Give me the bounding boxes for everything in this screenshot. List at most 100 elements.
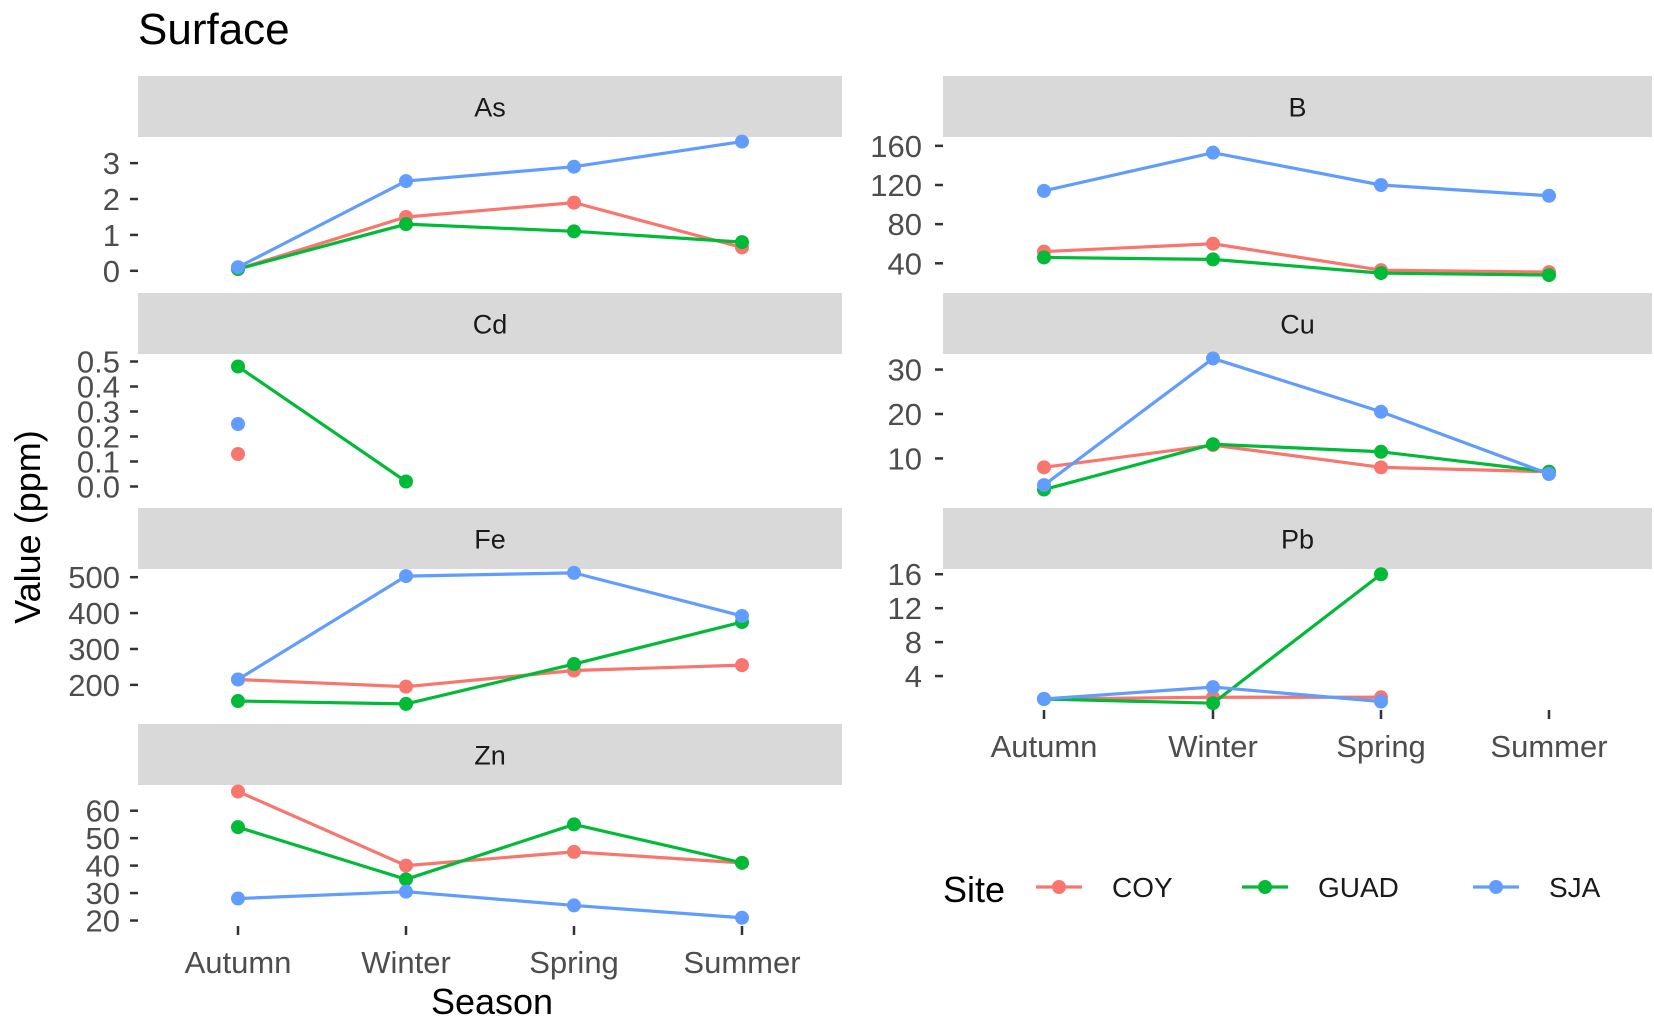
y-tick-label-cu: 30 [888, 353, 922, 388]
point-cd-coy [231, 447, 245, 461]
line-cu-sja [1043, 356, 1550, 487]
legend-label: COY [1112, 872, 1173, 903]
strip-pb [943, 508, 1652, 569]
line-fe-coy [237, 663, 743, 689]
line-fe-guad [237, 620, 743, 706]
line-cu-coy [1043, 443, 1550, 474]
point-cu-sja [1037, 478, 1051, 493]
point-zn-coy [399, 858, 413, 873]
point-fe-guad [399, 696, 413, 711]
point-pb-sja [1206, 680, 1220, 695]
y-tick-label-b: 40 [888, 246, 922, 281]
y-tick-label-as: 2 [103, 182, 120, 217]
point-as-sja [399, 174, 413, 189]
point-as-guad [567, 224, 581, 239]
legend-title: Site [943, 869, 1005, 910]
x-tick-label: Autumn [185, 945, 292, 980]
x-tick-label: Summer [683, 945, 800, 980]
legend-entry-coy: COY [1036, 872, 1173, 903]
strip-zn [138, 724, 842, 785]
line-cd-guad [237, 365, 407, 483]
line-cu-guad [1043, 442, 1550, 492]
point-fe-sja [231, 672, 245, 687]
point-b-sja [1542, 188, 1556, 203]
y-tick-label-pb: 16 [888, 557, 922, 592]
legend-entry-sja: SJA [1473, 872, 1601, 903]
strip-label-b: B [1288, 93, 1306, 123]
y-tick-label-fe: 500 [68, 560, 120, 595]
y-axis-title: Value (ppm) [7, 430, 48, 623]
point-pb-sja [1037, 691, 1051, 706]
strip-cu [943, 293, 1652, 354]
line-zn-sja [237, 890, 743, 920]
x-axis-title: Season [431, 981, 553, 1022]
x-tick-label: Winter [361, 945, 451, 980]
point-zn-coy [231, 784, 245, 799]
point-b-guad [1542, 268, 1556, 283]
y-tick-label-cd: 0.4 [77, 370, 120, 405]
line-fe-sja [237, 571, 743, 681]
line-b-guad [1043, 255, 1550, 277]
strip-label-fe: Fe [474, 525, 506, 555]
point-fe-guad [231, 694, 245, 709]
y-tick-label-fe: 200 [68, 668, 120, 703]
line-as-coy [237, 201, 743, 271]
y-tick-label-cd: 0.2 [77, 420, 120, 455]
line-b-coy [1043, 242, 1550, 274]
panel-cd: Cd 0.00.10.20.30.40.5 [77, 293, 842, 505]
legend-label: SJA [1549, 872, 1601, 903]
y-tick-label-pb: 8 [905, 625, 922, 660]
strip-label-as: As [474, 93, 506, 123]
legend: Site COY GUAD SJA [943, 869, 1601, 910]
point-fe-coy [735, 658, 749, 673]
y-tick-label-cd: 0.0 [77, 470, 120, 505]
point-b-coy [1206, 236, 1220, 251]
y-tick-label-cd: 0.1 [77, 445, 120, 480]
strip-label-zn: Zn [474, 741, 506, 771]
facet-panels: As0123B4080120160Cd0.00.10.20.30.40.5Cu1… [68, 76, 1652, 980]
line-as-guad [237, 222, 743, 271]
y-tick-label-zn: 30 [86, 876, 120, 911]
line-as-sja [237, 140, 743, 269]
point-cu-guad [1374, 444, 1388, 459]
y-tick-label-as: 1 [103, 218, 120, 253]
legend-key-point [1489, 880, 1503, 894]
point-zn-sja [399, 884, 413, 899]
strip-label-cd: Cd [473, 310, 508, 340]
point-as-sja [231, 260, 245, 275]
y-tick-label-fe: 300 [68, 632, 120, 667]
point-b-sja [1374, 177, 1388, 192]
strip-cd [138, 293, 842, 354]
strip-label-cu: Cu [1280, 310, 1315, 340]
point-pb-guad [1206, 696, 1220, 711]
point-zn-sja [231, 891, 245, 906]
point-zn-sja [735, 910, 749, 925]
chart-title: Surface [138, 5, 290, 54]
point-zn-guad [567, 817, 581, 832]
point-cu-sja [1206, 351, 1220, 366]
legend-entry-guad: GUAD [1242, 872, 1399, 903]
point-zn-guad [399, 872, 413, 887]
point-cd-guad [399, 474, 413, 489]
point-cu-sja [1374, 404, 1388, 419]
y-tick-label-zn: 50 [86, 821, 120, 856]
y-tick-label-fe: 400 [68, 596, 120, 631]
y-tick-label-pb: 12 [888, 591, 922, 626]
point-cu-coy [1037, 460, 1051, 475]
point-as-sja [735, 134, 749, 149]
point-pb-guad [1374, 567, 1388, 582]
point-zn-sja [567, 898, 581, 913]
x-tick-label: Autumn [991, 729, 1098, 764]
point-pb-sja [1374, 694, 1388, 709]
x-tick-label: Summer [1490, 729, 1607, 764]
point-b-sja [1206, 145, 1220, 160]
point-fe-sja [567, 565, 581, 580]
legend-key-point [1052, 880, 1066, 894]
point-as-coy [567, 195, 581, 210]
panel-cu: Cu 10 20 30 [888, 293, 1652, 497]
x-tick-label: Spring [1336, 729, 1426, 764]
line-zn-guad [237, 822, 743, 881]
